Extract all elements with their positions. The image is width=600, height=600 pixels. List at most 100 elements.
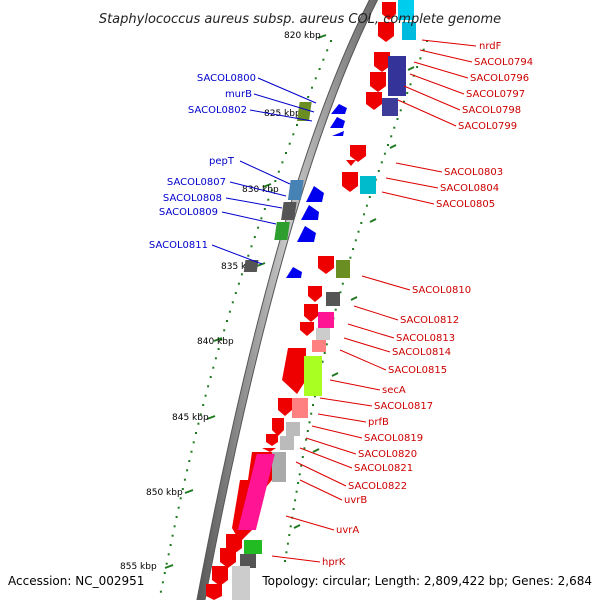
scale-dot xyxy=(217,348,220,350)
gene-arrow xyxy=(300,322,314,336)
scale-dot xyxy=(301,456,304,458)
accession-text: Accession: NC_002951 xyxy=(8,574,144,588)
scale-label: 850 kbp xyxy=(146,488,183,498)
gene-label: SACOL0820 xyxy=(358,449,417,460)
gene-arrow xyxy=(350,145,366,162)
scale-dot xyxy=(326,49,329,52)
genome-summary: Topology: circular; Length: 2,809,422 bp… xyxy=(261,574,592,588)
gene-block xyxy=(232,566,250,600)
gene-arrow xyxy=(304,304,318,322)
scale-dot xyxy=(303,447,306,450)
scale-dot xyxy=(416,66,419,68)
gene-arrow xyxy=(266,434,278,446)
scale-dot xyxy=(318,68,321,70)
gene-arrow xyxy=(301,205,319,220)
scale-dot xyxy=(209,376,212,378)
gene-label: SACOL0813 xyxy=(396,333,455,344)
gene-arrow xyxy=(378,22,394,42)
gene-label: nrdF xyxy=(479,41,502,52)
gene-block xyxy=(287,180,304,200)
scale-dot xyxy=(292,508,295,510)
gene-label: SACOL0797 xyxy=(466,89,525,100)
scale-dot xyxy=(171,534,174,537)
scale-dot xyxy=(323,352,326,354)
gene-block xyxy=(388,56,406,96)
scale-dot xyxy=(406,92,409,94)
scale-dot xyxy=(312,404,314,406)
scale-dot xyxy=(207,385,210,388)
scale-dot xyxy=(289,525,292,528)
scale-dot xyxy=(360,222,363,224)
gene-block xyxy=(398,0,414,20)
gene-block xyxy=(360,176,376,194)
scale-dot xyxy=(228,310,231,313)
scale-dot xyxy=(297,482,300,484)
scale-dot xyxy=(380,161,383,164)
scale-dot xyxy=(202,404,205,406)
scale-dot xyxy=(284,560,286,562)
gene-arrow xyxy=(220,548,236,568)
scale-dot xyxy=(387,144,389,146)
gene-label: SACOL0804 xyxy=(440,183,499,194)
scale-dot xyxy=(220,338,223,341)
minus-strand-labels: SACOL0800 murB SACOL0802 pepT SACOL0807 … xyxy=(149,73,256,251)
scale-dot xyxy=(204,394,207,397)
gene-label: murB xyxy=(225,89,252,100)
gene-arrow xyxy=(318,256,334,274)
gene-block xyxy=(316,328,330,340)
gene-block xyxy=(274,222,290,240)
scale-dot xyxy=(260,217,263,220)
gene-block xyxy=(280,436,294,450)
gene-block xyxy=(402,22,416,40)
scale-dot xyxy=(390,135,393,138)
scale-dot xyxy=(403,100,405,103)
gene-arrow xyxy=(286,267,302,278)
scale-dot xyxy=(285,551,288,554)
scale-dot xyxy=(231,301,234,304)
scale-dot xyxy=(234,292,237,294)
scale-dot xyxy=(322,58,325,61)
gene-label: pepT xyxy=(209,156,235,167)
gene-label: SACOL0811 xyxy=(149,240,208,251)
scale-dot xyxy=(237,282,240,285)
gene-label: SACOL0814 xyxy=(392,347,451,358)
gene-block xyxy=(237,454,275,530)
scale-dot xyxy=(195,432,197,434)
gene-label: SACOL0821 xyxy=(354,463,413,474)
plus-strand-leaders xyxy=(271,39,477,563)
gene-arrow xyxy=(330,117,345,128)
scale-dot xyxy=(173,525,176,528)
scale-dot xyxy=(357,230,360,233)
scale-label: 855 kbp xyxy=(120,562,157,572)
scale-dot xyxy=(197,422,200,425)
gene-label: SACOL0812 xyxy=(400,315,459,326)
scale-dot xyxy=(253,236,256,238)
tick-845 xyxy=(206,415,216,420)
scale-dot xyxy=(383,152,386,155)
scale-dot xyxy=(307,96,310,98)
tick-840 xyxy=(213,337,223,342)
scale-dot xyxy=(339,291,342,294)
gene-label: SACOL0803 xyxy=(444,167,503,178)
gene-label: SACOL0815 xyxy=(388,365,447,376)
scale-dot xyxy=(341,282,344,285)
scale-dot xyxy=(422,48,425,51)
gene-label: SACOL0822 xyxy=(348,481,407,492)
scale-dot xyxy=(294,499,297,502)
scale-dot xyxy=(267,198,270,201)
scale-dot xyxy=(399,109,402,112)
gene-label: hprK xyxy=(322,557,346,568)
gene-arrow xyxy=(206,584,222,600)
scale-dot xyxy=(277,170,280,173)
scale-dot xyxy=(226,320,228,322)
scale-dot xyxy=(183,478,186,481)
scale-dot xyxy=(167,553,170,556)
gene-label: SACOL0808 xyxy=(163,193,222,204)
plus-strand-labels: nrdF SACOL0794 SACOL0796 SACOL0797 SACOL… xyxy=(322,41,533,568)
scale-dot xyxy=(349,256,352,259)
gene-block xyxy=(318,312,334,328)
tick-835 xyxy=(256,262,266,267)
gene-arrow xyxy=(306,186,324,202)
gene-block xyxy=(336,260,350,278)
